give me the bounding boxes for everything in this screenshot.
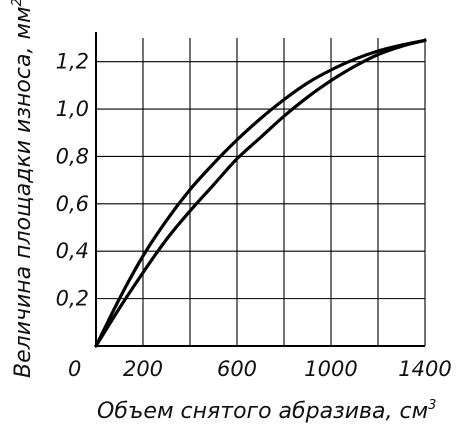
y-tick-label: 1,0 — [56, 97, 89, 121]
series — [94, 38, 427, 348]
grid — [96, 38, 426, 346]
y-axis-label-superscript: 2 — [10, 0, 25, 6]
y-tick-label: 0,4 — [56, 239, 89, 263]
series-line-1 — [94, 38, 427, 348]
tick-labels: 0,2 0,4 0,6 0,8 1,0 1,2 200 600 1000 1400 — [56, 50, 452, 381]
y-axis-label-text: Величина площадки износа, мм — [11, 6, 36, 378]
x-tick-label: 200 — [123, 357, 163, 381]
y-tick-label: 0,6 — [56, 192, 89, 216]
x-axis-label: Объем снятого абразива, см3 — [97, 398, 436, 424]
x-axis-label-text: Объем снятого абразива, см — [97, 399, 428, 424]
y-tick-label: 0,2 — [56, 287, 89, 311]
series-line-2 — [94, 38, 427, 348]
y-tick-label: 1,2 — [56, 50, 89, 74]
y-axis-label: Величина площадки износа, мм2 — [10, 0, 36, 378]
x-tick-label: 1400 — [398, 357, 451, 381]
x-tick-label: 600 — [217, 357, 257, 381]
axes — [95, 32, 425, 347]
x-tick-label: 1000 — [304, 357, 357, 381]
x-axis-label-superscript: 3 — [428, 398, 436, 413]
y-tick-label: 0,8 — [56, 144, 89, 168]
origin-label: 0 — [68, 357, 81, 381]
